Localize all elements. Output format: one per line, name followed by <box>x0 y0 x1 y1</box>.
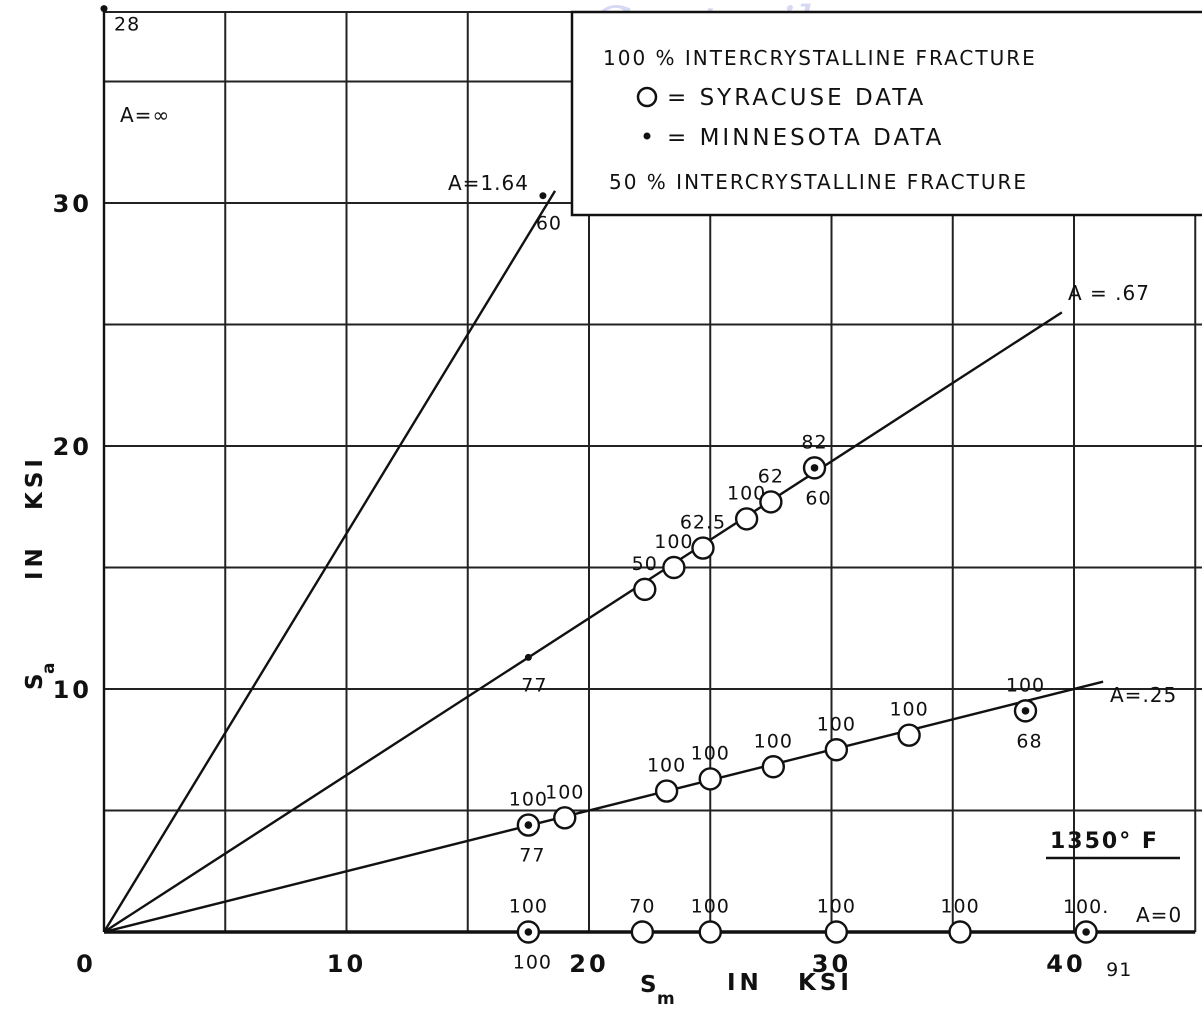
data-label: 28 <box>114 14 140 36</box>
data-label: 50 <box>632 553 658 575</box>
syracuse-point <box>824 738 849 762</box>
data-label: 100 <box>691 896 730 918</box>
data-label: 91 <box>1106 959 1132 981</box>
minnesota-point <box>539 192 547 200</box>
tick-labels: 0 10 20 30 40 10 20 30 <box>53 190 1085 978</box>
data-label: 100 <box>727 482 766 504</box>
y-tick-label: 20 <box>53 433 92 461</box>
data-label: 100 <box>691 742 730 764</box>
data-label: 82 <box>801 431 827 453</box>
syracuse-point <box>691 536 715 560</box>
combined-point-dot <box>1021 707 1030 715</box>
svg-text:KSI: KSI <box>798 970 853 996</box>
svg-text:a: a <box>39 659 59 674</box>
series-line <box>103 311 1063 934</box>
syracuse-point <box>698 767 722 791</box>
legend-line-4: 50 % INTERCRYSTALLINE FRACTURE <box>609 170 1028 194</box>
data-label: 100 <box>1006 674 1045 696</box>
svg-text:S: S <box>640 972 661 998</box>
series-label: A=0 <box>1136 903 1182 927</box>
syracuse-point <box>759 490 783 514</box>
combined-point-dot <box>810 464 819 472</box>
series-label: A=1.64 <box>448 171 529 195</box>
syracuse-point <box>654 779 679 803</box>
syracuse-point <box>662 555 686 580</box>
svg-text:IN: IN <box>22 544 48 580</box>
legend-syracuse-label: = SYRACUSE DATA <box>667 85 926 111</box>
legend: 100 % INTERCRYSTALLINE FRACTURE = SYRACU… <box>570 10 1202 217</box>
data-label: 100 <box>545 781 584 803</box>
x-axis-title: S m IN KSI <box>640 970 853 1009</box>
temperature-label: 1350° F <box>1050 829 1159 854</box>
data-label: 100 <box>513 952 552 974</box>
data-label: 100 <box>754 730 793 752</box>
svg-text:KSI: KSI <box>22 455 48 510</box>
syracuse-point <box>897 723 921 747</box>
syracuse-point <box>698 920 722 944</box>
legend-minnesota-label: = MINNESOTA DATA <box>667 125 944 151</box>
data-label: 60 <box>805 487 831 509</box>
syracuse-point <box>761 755 785 779</box>
syracuse-point <box>734 507 759 531</box>
svg-text:IN: IN <box>727 970 763 996</box>
data-label: 62.5 <box>680 512 726 534</box>
minnesota-point <box>100 5 108 13</box>
data-label: 60 <box>536 213 562 235</box>
syracuse-point <box>630 920 655 944</box>
y-tick-label: 30 <box>53 190 92 218</box>
svg-text:m: m <box>657 989 679 1009</box>
series-label: A = .67 <box>1068 281 1150 305</box>
legend-line-1: 100 % INTERCRYSTALLINE FRACTURE <box>603 46 1037 70</box>
x-tick-label: 30 <box>812 950 851 978</box>
series-label: A=∞ <box>120 103 170 127</box>
syracuse-point <box>824 920 849 944</box>
data-label: 62 <box>758 465 784 487</box>
data-label: 100. <box>1063 896 1109 918</box>
data-label: 100 <box>940 896 979 918</box>
data-label: 100 <box>654 531 693 553</box>
y-axis-title: S a IN KSI <box>22 455 59 690</box>
combined-point-dot <box>524 928 533 936</box>
x-tick-label: 20 <box>569 950 608 978</box>
legend-syracuse-marker <box>636 86 658 108</box>
x-tick-label: 40 <box>1046 950 1085 978</box>
data-label: 100 <box>817 896 856 918</box>
combined-point-dot <box>1082 928 1090 936</box>
series-line <box>103 680 1104 934</box>
series-label: A=.25 <box>1110 683 1177 707</box>
data-label: 70 <box>629 896 655 918</box>
syracuse-point <box>948 920 972 944</box>
data-label: 100 <box>889 699 928 721</box>
x-tick-label: 10 <box>327 950 366 978</box>
syracuse-point <box>553 806 577 830</box>
y-tick-label: 10 <box>53 676 92 704</box>
data-label: 77 <box>521 674 547 696</box>
data-label: 100 <box>817 713 856 735</box>
series-line <box>102 190 557 933</box>
data-label: 100 <box>509 789 548 811</box>
combined-point-dot <box>524 821 533 829</box>
x-tick-label: 0 <box>76 950 96 978</box>
legend-minnesota-marker <box>643 132 651 140</box>
data-label: 100 <box>509 896 548 918</box>
legend-box <box>570 10 1202 217</box>
data-label: 77 <box>519 845 545 867</box>
syracuse-point <box>633 577 657 602</box>
minnesota-point <box>524 653 532 661</box>
data-label: 68 <box>1016 730 1042 752</box>
svg-text:S: S <box>22 669 48 690</box>
data-label: 100 <box>647 755 686 777</box>
